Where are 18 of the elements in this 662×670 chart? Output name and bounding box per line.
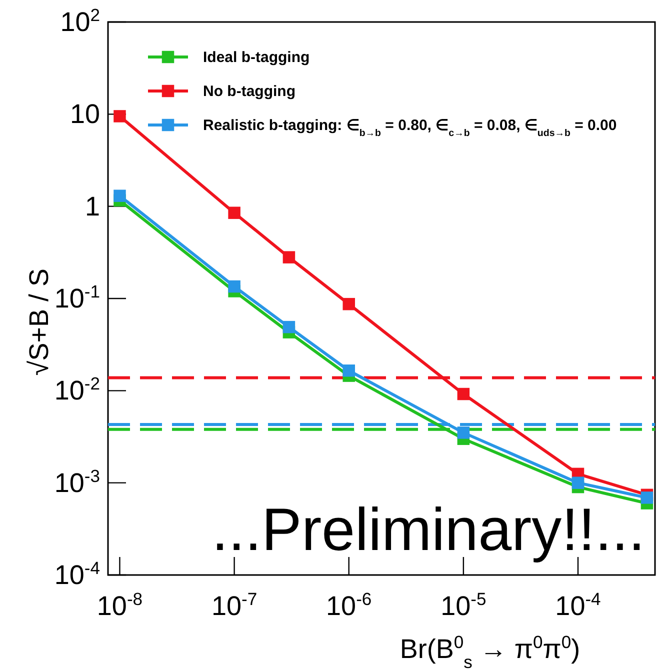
- x-axis-title: Br(B$^{0}$$_{s}$ → π$^{0}$π$^{0}$): [400, 632, 580, 670]
- legend-label: Realistic b-tagging: ∈$_{b→b}$ = 0.80, ∈$_{c→b}$ = 0.08, ∈$_{uds→b}$ = 0.00: [203, 117, 617, 138]
- annotation: ...Preliminary!!...: [212, 496, 645, 563]
- legend-label: No b-tagging: [203, 83, 296, 100]
- x-tick-label: 10$^{-8}$: [96, 589, 143, 621]
- x-tick-label: 10$^{-7}$: [211, 589, 258, 621]
- y-tick-label: 10$^{-1}$: [54, 282, 100, 314]
- x-tick-label: 10$^{-6}$: [326, 589, 372, 621]
- y-tick-label: 10$^{2}$: [60, 5, 100, 37]
- y-tick-label: 10$^{-2}$: [54, 374, 100, 406]
- x-tick-label: 10$^{-5}$: [440, 589, 486, 621]
- legend-label: Ideal b-tagging: [203, 49, 310, 66]
- y-tick-label: 10$^{-3}$: [54, 466, 100, 498]
- y-tick-label: 10: [70, 99, 100, 130]
- y-axis-title: √S+B / S: [24, 268, 54, 376]
- y-tick-label: 1: [84, 191, 100, 222]
- y-tick-label: 10$^{-4}$: [54, 558, 100, 590]
- x-tick-label: 10$^{-4}$: [555, 589, 602, 621]
